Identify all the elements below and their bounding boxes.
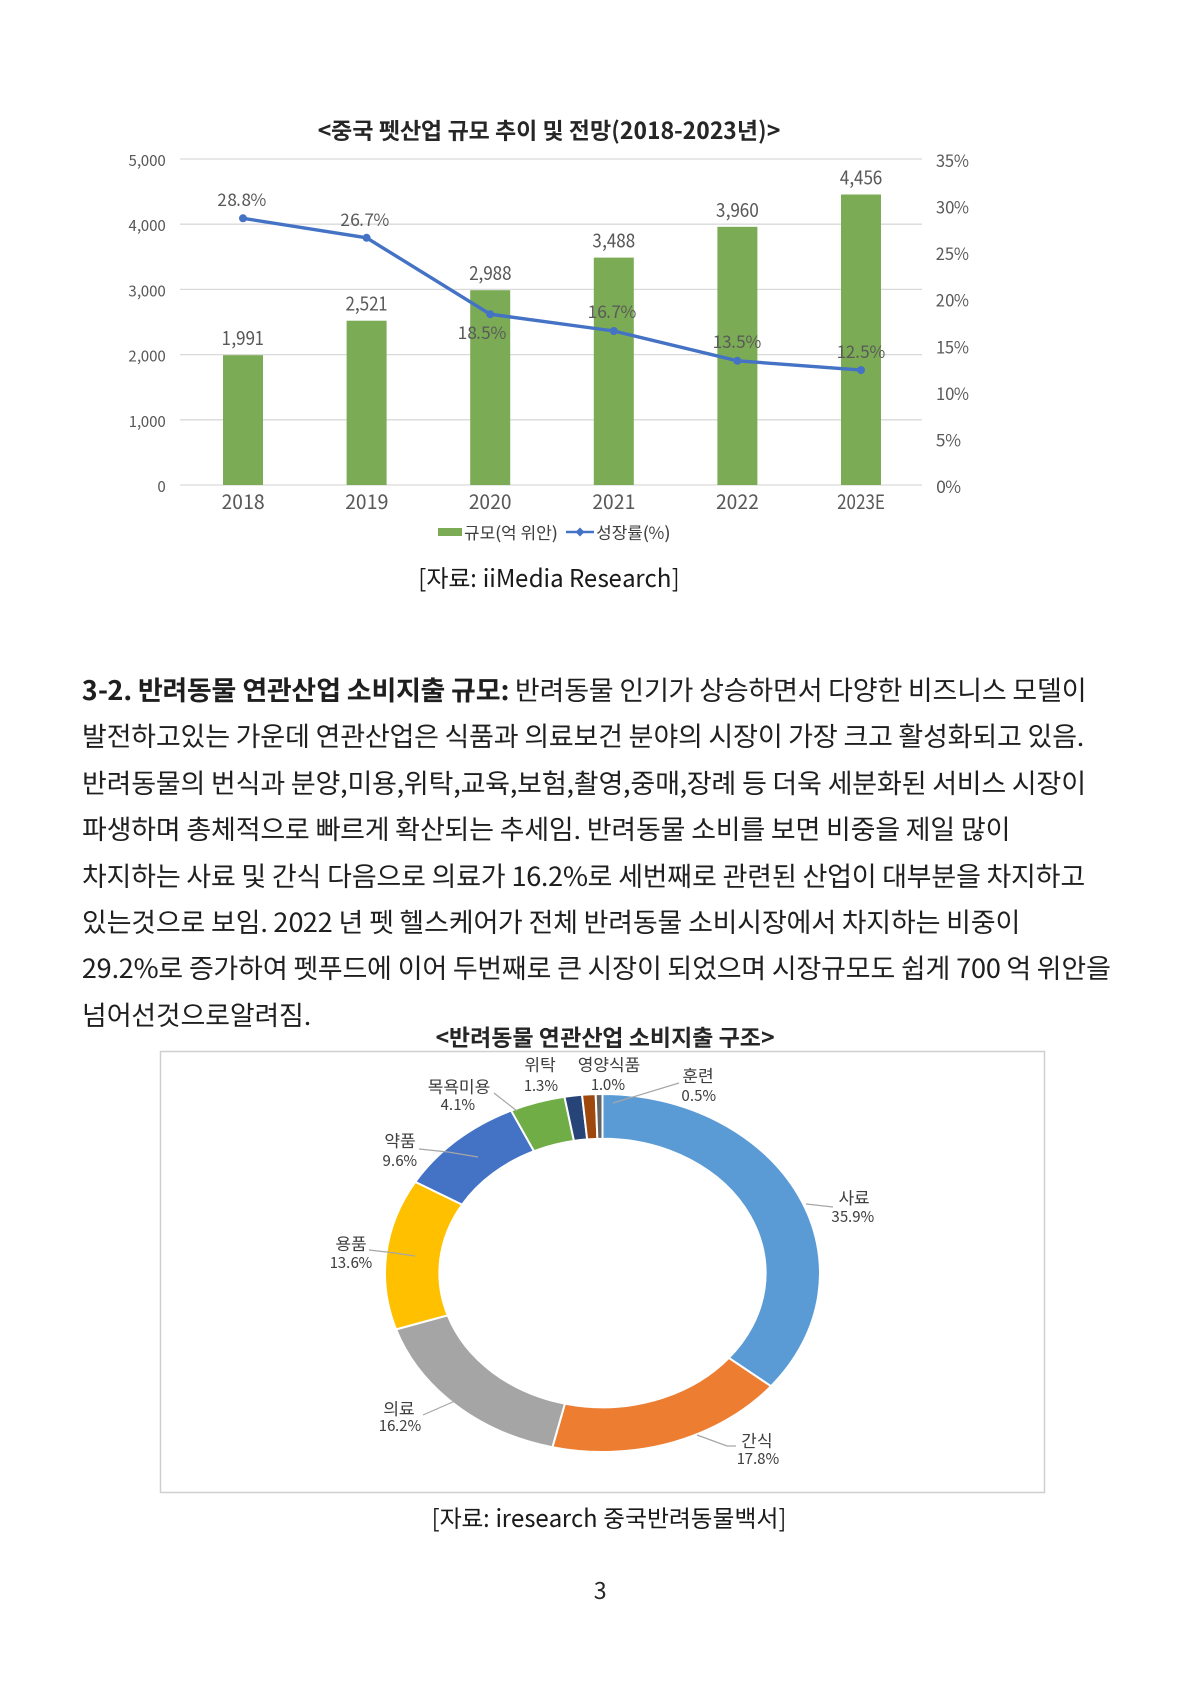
svg-text:<반려동물 연관산업 소비지출 구조>: <반려동물 연관산업 소비지출 구조> <box>435 1020 774 1053</box>
svg-text:9.6%: 9.6% <box>383 1150 418 1171</box>
svg-text:2018: 2018 <box>222 486 265 515</box>
svg-text:2021: 2021 <box>592 486 635 515</box>
svg-text:약품: 약품 <box>384 1127 415 1152</box>
svg-text:3,488: 3,488 <box>593 227 636 254</box>
svg-text:1.0%: 1.0% <box>591 1074 626 1095</box>
svg-text:2,988: 2,988 <box>469 259 512 286</box>
svg-text:[자료: iresearch 중국반려동물백서]: [자료: iresearch 중국반려동물백서] <box>432 1499 787 1534</box>
svg-text:2019: 2019 <box>345 486 388 515</box>
svg-text:18.5%: 18.5% <box>458 319 507 344</box>
svg-text:4,456: 4,456 <box>840 164 883 191</box>
svg-text:0.5%: 0.5% <box>682 1085 717 1106</box>
svg-text:30%: 30% <box>936 194 969 219</box>
svg-text:16.2%: 16.2% <box>379 1415 422 1436</box>
svg-text:의료: 의료 <box>383 1395 414 1420</box>
svg-text:35%: 35% <box>936 147 969 172</box>
svg-text:16.7%: 16.7% <box>588 298 637 323</box>
svg-text:1.3%: 1.3% <box>524 1075 559 1096</box>
svg-text:간식: 간식 <box>741 1427 772 1452</box>
svg-text:0: 0 <box>158 476 166 497</box>
svg-text:[자료: iiMedia Research]: [자료: iiMedia Research] <box>418 559 679 594</box>
svg-text:35.9%: 35.9% <box>832 1206 875 1227</box>
svg-text:2022: 2022 <box>716 486 759 515</box>
svg-text:1,991: 1,991 <box>222 324 265 351</box>
svg-text:20%: 20% <box>936 287 969 312</box>
svg-text:5,000: 5,000 <box>128 150 166 171</box>
svg-text:4.1%: 4.1% <box>441 1094 476 1115</box>
svg-text:13.6%: 13.6% <box>330 1252 373 1273</box>
svg-text:영양식품: 영양식품 <box>578 1051 641 1076</box>
svg-text:26.7%: 26.7% <box>341 206 390 231</box>
svg-text:0%: 0% <box>936 473 961 498</box>
svg-text:2023E: 2023E <box>837 486 885 515</box>
svg-text:2020: 2020 <box>469 486 512 515</box>
svg-text:용품: 용품 <box>335 1230 366 1255</box>
svg-text:25%: 25% <box>936 240 969 265</box>
svg-text:규모(억 위안): 규모(억 위안) <box>464 519 558 544</box>
svg-text:5%: 5% <box>936 426 961 451</box>
svg-text:12.5%: 12.5% <box>837 338 886 363</box>
svg-text:2,000: 2,000 <box>129 346 166 367</box>
svg-text:사료: 사료 <box>838 1184 869 1209</box>
svg-text:1,000: 1,000 <box>129 411 166 432</box>
svg-text:13.5%: 13.5% <box>713 328 762 353</box>
svg-text:목욕미용: 목욕미용 <box>428 1073 491 1098</box>
svg-text:<중국 펫산업 규모 추이 및 전망(2018-2023년): <중국 펫산업 규모 추이 및 전망(2018-2023년)> <box>318 112 781 146</box>
svg-text:훈련: 훈련 <box>682 1062 713 1087</box>
svg-text:성장률(%): 성장률(%) <box>596 519 670 544</box>
svg-text:17.8%: 17.8% <box>737 1448 780 1469</box>
svg-text:2,521: 2,521 <box>345 290 388 317</box>
svg-text:10%: 10% <box>936 380 969 405</box>
svg-text:4,000: 4,000 <box>129 215 166 236</box>
svg-text:3,960: 3,960 <box>716 196 759 223</box>
svg-text:위탁: 위탁 <box>524 1051 556 1076</box>
svg-text:28.8%: 28.8% <box>218 186 267 211</box>
svg-text:15%: 15% <box>936 333 969 358</box>
svg-text:3,000: 3,000 <box>129 280 166 301</box>
